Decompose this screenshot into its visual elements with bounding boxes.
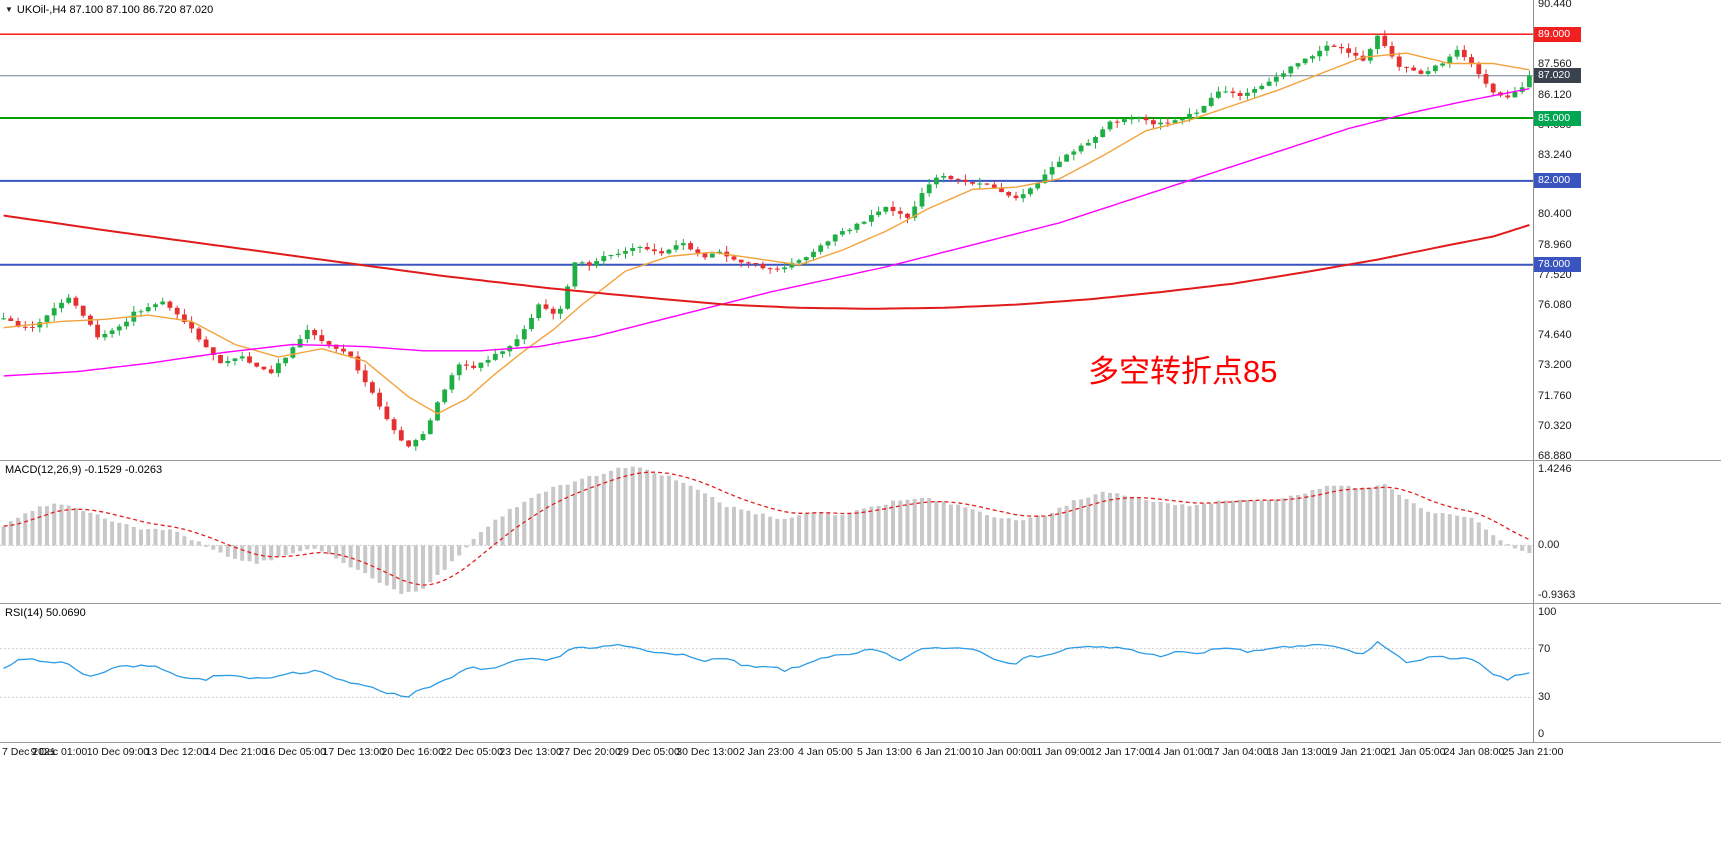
panel-separator[interactable] (0, 742, 1721, 743)
scale-tick: 90.440 (1538, 0, 1572, 10)
price-badge: 82.000 (1534, 173, 1581, 189)
scale-tick: 68.880 (1538, 450, 1572, 462)
macd-histogram (1, 466, 1532, 594)
price-badge: 87.020 (1534, 68, 1581, 84)
time-label: 7 Dec 2021 (2, 746, 56, 758)
time-label: 10 Dec 09:00 (86, 746, 150, 758)
scale-tick: 76.080 (1538, 299, 1572, 312)
panel-separator[interactable] (0, 460, 1721, 461)
time-label: 19 Jan 21:00 (1325, 746, 1387, 758)
symbol-header: ▼ UKOil-,H4 87.100 87.100 86.720 87.020 (5, 4, 213, 16)
slow-ma-line (3, 214, 1530, 310)
time-label: 20 Dec 16:00 (381, 746, 444, 758)
symbol-dropdown-icon[interactable]: ▼ (5, 5, 13, 14)
candles-layer (1, 30, 1532, 451)
time-label: 29 Dec 05:00 (617, 746, 680, 758)
time-label: 12 Jan 17:00 (1089, 746, 1151, 758)
price-badge: 89.000 (1534, 26, 1581, 42)
price-badge: 85.000 (1534, 110, 1581, 126)
time-label: 11 Jan 09:00 (1031, 746, 1092, 758)
scale-tick: 0 (1538, 728, 1545, 740)
time-label: 24 Jan 08:00 (1443, 746, 1505, 758)
mid-ma-line (3, 88, 1530, 377)
time-label: 21 Jan 05:00 (1384, 746, 1446, 758)
time-label: 14 Jan 01:00 (1148, 746, 1210, 758)
scale-tick: 71.760 (1538, 389, 1572, 402)
scale-tick: 100 (1538, 606, 1557, 618)
scale-tick: 86.120 (1538, 88, 1572, 101)
time-label: 18 Jan 13:00 (1266, 746, 1328, 758)
time-label: 9 Dec 01:00 (30, 746, 88, 758)
time-label: 4 Jan 05:00 (798, 746, 853, 758)
rsi-header: RSI(14) 50.0690 (5, 607, 86, 619)
scale-tick: 74.640 (1538, 329, 1572, 342)
scale-tick: 78.960 (1538, 238, 1572, 251)
price-chart-panel[interactable]: 多空转折点85 (0, 0, 1533, 460)
macd-canvas[interactable] (0, 461, 1533, 603)
scale-tick: 70 (1538, 642, 1551, 655)
time-label: 30 Dec 13:00 (676, 746, 739, 758)
panel-separator[interactable] (0, 603, 1721, 604)
symbol-ohlc-label: UKOil-,H4 87.100 87.100 86.720 87.020 (16, 4, 214, 16)
time-label: 2 Jan 23:00 (739, 746, 794, 758)
time-label: 13 Dec 12:00 (145, 746, 209, 758)
macd-panel[interactable] (0, 461, 1533, 603)
price-scale[interactable]: 90.44089.00087.56086.12084.68083.24081.8… (1533, 0, 1721, 742)
time-label: 6 Jan 21:00 (915, 746, 971, 758)
scale-tick: 73.200 (1538, 359, 1572, 372)
horizontal-levels (0, 33, 1533, 266)
scale-tick: -0.9363 (1538, 589, 1576, 601)
scale-tick: 1.4246 (1538, 463, 1572, 475)
time-label: 22 Dec 05:00 (440, 746, 503, 758)
scale-tick: 83.240 (1538, 148, 1572, 161)
scale-tick: 80.400 (1538, 208, 1572, 221)
time-label: 10 Jan 00:00 (971, 746, 1033, 758)
time-label: 14 Dec 21:00 (204, 746, 268, 758)
time-label: 25 Jan 21:00 (1502, 746, 1564, 758)
time-axis[interactable]: 7 Dec 2021 9 Dec 01:00 10 Dec 09:00 13 Dec … (0, 742, 1721, 766)
rsi-line (3, 640, 1530, 698)
main-chart-canvas[interactable] (0, 0, 1533, 460)
macd-signal-line (3, 471, 1530, 586)
time-label: 17 Dec 13:00 (322, 746, 385, 758)
price-badge: 78.000 (1534, 257, 1581, 273)
scale-tick: 87.560 (1538, 58, 1572, 71)
macd-header: MACD(12,26,9) -0.1529 -0.0263 (5, 464, 163, 476)
scale-tick: 30 (1538, 691, 1551, 704)
rsi-panel[interactable] (0, 604, 1533, 742)
time-label: 17 Jan 04:00 (1207, 746, 1269, 758)
time-label: 23 Dec 13:00 (499, 746, 562, 758)
scale-tick: 0.00 (1538, 539, 1560, 552)
time-label: 16 Dec 05:00 (263, 746, 327, 758)
rsi-canvas[interactable] (0, 604, 1533, 742)
scale-tick: 70.320 (1538, 419, 1572, 432)
time-label: 27 Dec 20:00 (558, 746, 621, 758)
chart-annotation: 多空转折点85 (1088, 354, 1278, 389)
time-label: 5 Jan 13:00 (856, 746, 912, 758)
fast-ma-line (3, 52, 1530, 415)
